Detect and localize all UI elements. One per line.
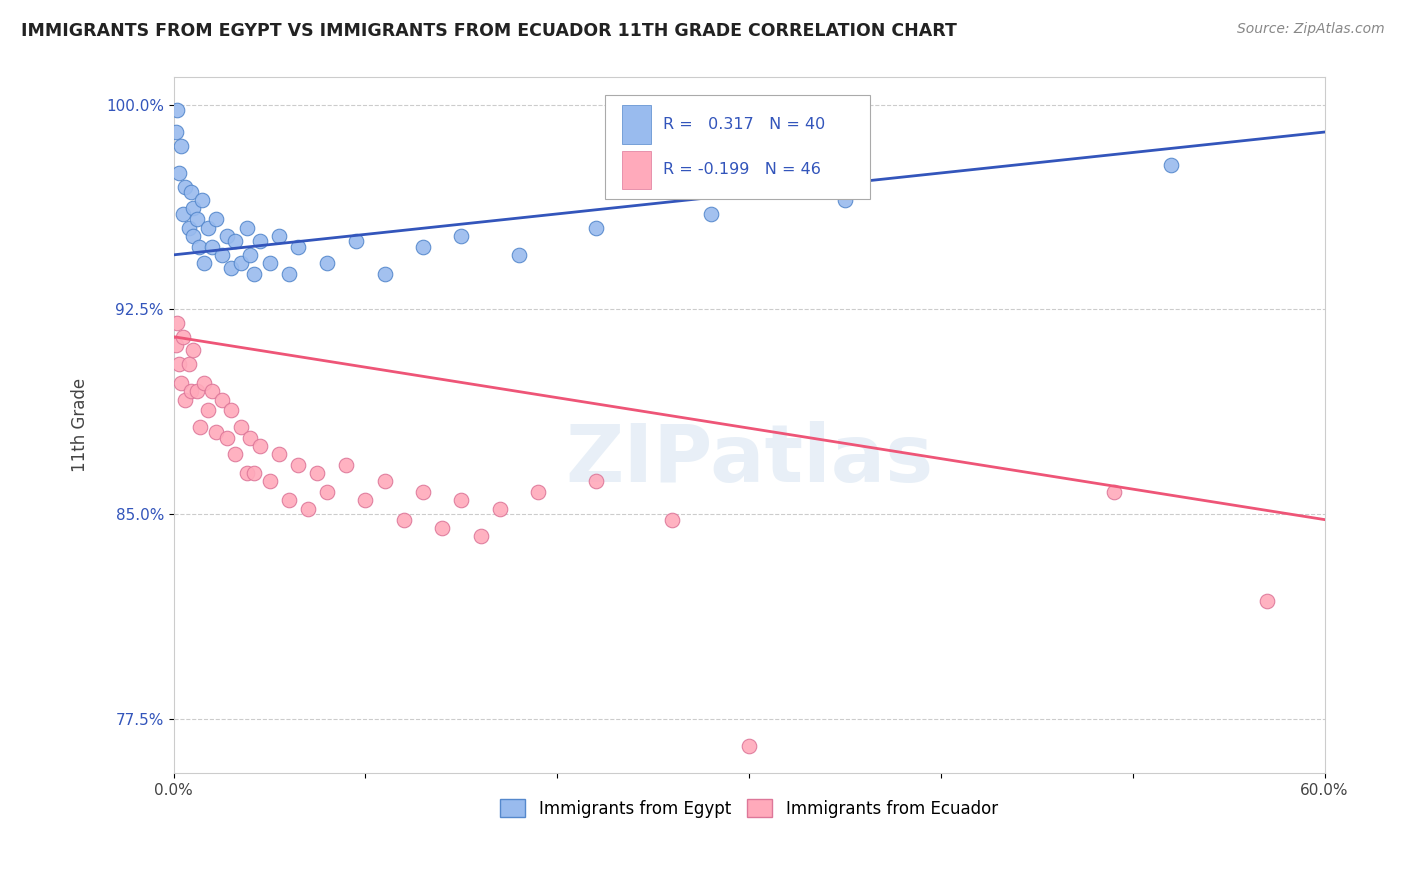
Point xyxy=(235,466,257,480)
Point xyxy=(834,194,856,208)
Bar xyxy=(623,151,651,189)
Point xyxy=(470,529,492,543)
Point xyxy=(450,493,472,508)
Point xyxy=(374,475,396,489)
Point xyxy=(316,485,339,500)
Point xyxy=(186,212,208,227)
Point xyxy=(307,466,329,480)
Point xyxy=(180,185,202,199)
Point xyxy=(738,739,761,753)
Point xyxy=(297,501,319,516)
Point xyxy=(259,256,281,270)
Text: R =   0.317   N = 40: R = 0.317 N = 40 xyxy=(662,117,825,132)
Point xyxy=(229,419,252,434)
Point xyxy=(217,431,239,445)
Bar xyxy=(623,105,651,144)
Text: ZIPatlas: ZIPatlas xyxy=(565,421,934,500)
Point xyxy=(249,234,271,248)
Point xyxy=(661,513,683,527)
Point xyxy=(354,493,377,508)
Point xyxy=(166,316,188,330)
Point xyxy=(201,240,224,254)
Text: R = -0.199   N = 46: R = -0.199 N = 46 xyxy=(662,162,821,178)
Point xyxy=(165,125,187,139)
Point xyxy=(174,392,197,407)
Point xyxy=(170,376,193,391)
Point xyxy=(229,256,252,270)
Point xyxy=(181,202,204,216)
Point xyxy=(316,256,339,270)
Point xyxy=(239,248,262,262)
Point xyxy=(224,447,246,461)
Point xyxy=(181,228,204,243)
Point xyxy=(197,220,219,235)
Point xyxy=(217,228,239,243)
Point xyxy=(169,357,191,371)
Point xyxy=(700,207,723,221)
Point xyxy=(430,521,453,535)
Point xyxy=(174,179,197,194)
Point xyxy=(197,403,219,417)
Point xyxy=(166,103,188,118)
Point xyxy=(1102,485,1125,500)
Point xyxy=(412,240,434,254)
Point xyxy=(219,403,242,417)
Point xyxy=(392,513,415,527)
Point xyxy=(193,256,215,270)
Point xyxy=(193,376,215,391)
Point xyxy=(165,338,187,352)
Point xyxy=(344,234,367,248)
Point xyxy=(219,261,242,276)
Point xyxy=(1160,158,1182,172)
Point xyxy=(211,392,233,407)
Point xyxy=(269,228,291,243)
Point xyxy=(243,267,266,281)
Point xyxy=(527,485,550,500)
Point xyxy=(180,384,202,399)
Text: Source: ZipAtlas.com: Source: ZipAtlas.com xyxy=(1237,22,1385,37)
Point xyxy=(170,138,193,153)
Point xyxy=(335,458,357,472)
Point xyxy=(190,419,212,434)
Point xyxy=(235,220,257,235)
Point xyxy=(243,466,266,480)
Y-axis label: 11th Grade: 11th Grade xyxy=(72,378,89,473)
Point xyxy=(177,357,200,371)
Point xyxy=(249,439,271,453)
Text: IMMIGRANTS FROM EGYPT VS IMMIGRANTS FROM ECUADOR 11TH GRADE CORRELATION CHART: IMMIGRANTS FROM EGYPT VS IMMIGRANTS FROM… xyxy=(21,22,957,40)
Point xyxy=(585,475,607,489)
Legend: Immigrants from Egypt, Immigrants from Ecuador: Immigrants from Egypt, Immigrants from E… xyxy=(494,793,1005,824)
Point xyxy=(585,220,607,235)
Point xyxy=(239,431,262,445)
Point xyxy=(186,384,208,399)
Point xyxy=(177,220,200,235)
Point xyxy=(412,485,434,500)
FancyBboxPatch shape xyxy=(605,95,870,199)
Point xyxy=(187,240,209,254)
Point xyxy=(181,343,204,358)
Point xyxy=(259,475,281,489)
Point xyxy=(287,240,309,254)
Point xyxy=(172,330,194,344)
Point xyxy=(269,447,291,461)
Point xyxy=(211,248,233,262)
Point xyxy=(169,166,191,180)
Point xyxy=(172,207,194,221)
Point xyxy=(488,501,510,516)
Point xyxy=(191,194,214,208)
Point xyxy=(201,384,224,399)
Point xyxy=(374,267,396,281)
Point xyxy=(287,458,309,472)
Point xyxy=(277,267,299,281)
Point xyxy=(205,425,228,440)
Point xyxy=(224,234,246,248)
Point xyxy=(1256,594,1278,608)
Point xyxy=(508,248,530,262)
Point xyxy=(277,493,299,508)
Point xyxy=(450,228,472,243)
Point xyxy=(205,212,228,227)
